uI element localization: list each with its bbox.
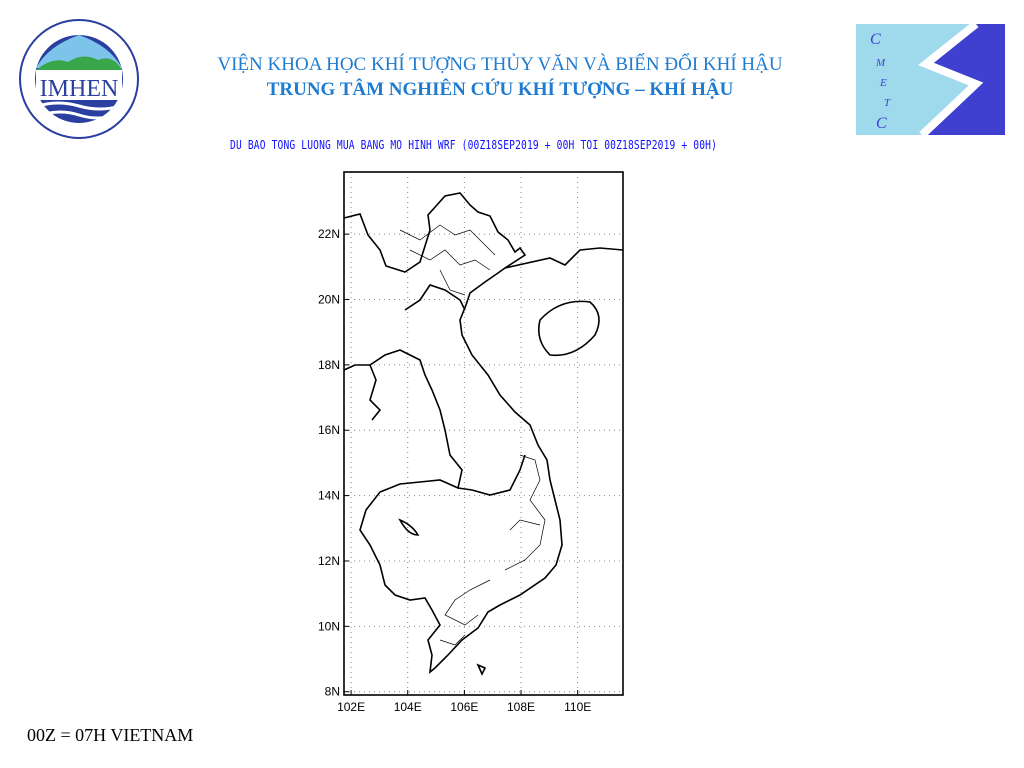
timezone-note: 00Z = 07H VIETNAM [27,725,194,745]
svg-text:T: T [884,97,891,109]
logo-text: IMHEN [40,76,119,102]
x-tick-label: 104E [394,700,422,714]
province-boundaries [399,224,546,646]
map-frame [343,171,624,696]
svg-text:M: M [875,57,886,69]
institute-title: VIỆN KHOA HỌC KHÍ TƯỢNG THỦY VĂN VÀ BIẾN… [217,54,783,75]
y-tick-label: 14N [318,489,340,503]
svg-text:E: E [879,77,887,89]
svg-text:C: C [876,115,887,132]
y-tick-label: 18N [318,358,340,372]
y-tick-label: 10N [318,619,340,633]
y-tick-label: 16N [318,423,340,437]
center-title: TRUNG TÂM NGHIÊN CỨU KHÍ TƯỢNG – KHÍ HẬU [266,79,734,100]
y-tick-label: 12N [318,554,340,568]
map-title: DU BAO TONG LUONG MUA BANG MO HINH WRF (… [230,138,718,152]
x-tick-label: 110E [564,700,591,714]
x-tick-label: 108E [507,700,535,714]
y-tick-label: 22N [318,227,340,241]
svg-text:C: C [870,31,881,48]
y-tick-label: 20N [318,292,340,306]
coastline-borders [343,192,624,676]
imhen-logo: IMHEN [19,19,139,139]
x-tick-label: 106E [450,700,478,714]
y-tick-label: 8N [325,685,340,699]
x-tick-label: 102E [337,700,365,714]
